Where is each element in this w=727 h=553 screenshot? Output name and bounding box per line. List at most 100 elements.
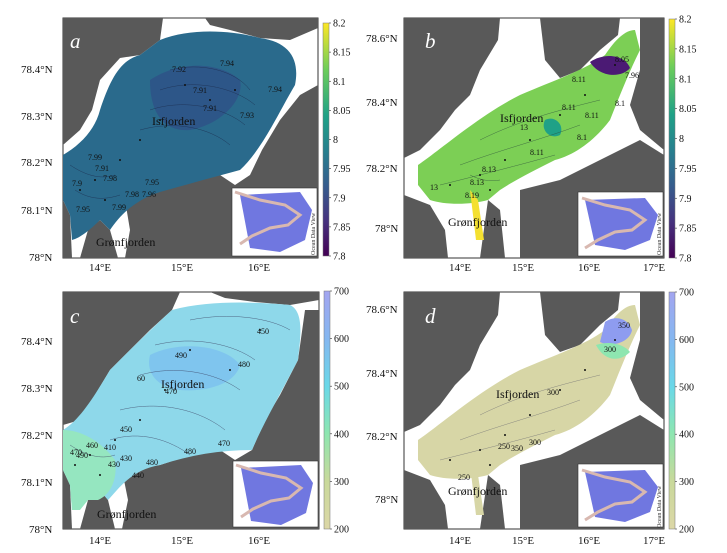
colorbar-tick-label: 7.8 <box>333 252 346 263</box>
panel-a-lon-axis: 14°E 15°E 16°E <box>89 262 270 274</box>
panel-c-lat-tick: 78°N <box>29 524 52 536</box>
panel-a-dark-core <box>150 65 241 131</box>
panel-c-lon-tick: 16°E <box>248 535 270 547</box>
panel-d-lat-tick: 78.2°N <box>366 431 398 443</box>
panel-c-fjord-label: Isfjorden <box>161 377 204 391</box>
contour-label: 350 <box>511 444 523 453</box>
contour-label: 8.05 <box>615 55 629 64</box>
panel-d-letter: d <box>425 304 436 328</box>
contour-label: 7.91 <box>203 104 217 113</box>
panel-c-contours <box>69 316 291 458</box>
panel-c-stations <box>74 329 261 476</box>
colorbar-tick-label: 8.05 <box>333 106 351 117</box>
contour-label: 480 <box>238 360 250 369</box>
panel-d-colorbar-bar <box>668 291 676 530</box>
panel-b-lat-tick: 78.2°N <box>366 163 398 175</box>
colorbar-tick-label: 500 <box>679 382 694 393</box>
panel-d-fjord-label: Isfjorden <box>496 387 539 401</box>
contour-label: 8.11 <box>562 103 576 112</box>
contour-label: 7.94 <box>220 59 234 68</box>
panel-c-lat-tick: 78.1°N <box>21 477 53 489</box>
panel-a-lon-tick: 15°E <box>171 262 193 274</box>
panel-b-watermark: Ocean Data View <box>657 212 663 255</box>
contour-label: 430 <box>120 454 132 463</box>
contour-label: 13 <box>430 183 438 192</box>
colorbar-tick-label: 8.2 <box>333 19 346 30</box>
panel-a-lat-tick: 78°N <box>29 252 52 264</box>
panel-a-letter: a <box>70 29 81 53</box>
panel-b-lat-tick: 78.6°N <box>366 33 398 45</box>
contour-label: 7.98 <box>125 190 139 199</box>
contour-label: 480 <box>184 447 196 456</box>
panel-d-lat-tick: 78.6°N <box>366 304 398 316</box>
panel-b-lat-tick: 78.4°N <box>366 97 398 109</box>
panel-b-lon-tick: 16°E <box>578 262 600 274</box>
contour-label: 8.1 <box>577 133 587 142</box>
panel-c-inset-land <box>241 465 313 525</box>
panel-b-yellow-tongue <box>470 190 484 240</box>
contour-label: 7.96 <box>142 190 156 199</box>
panel-b-sub-label: Grønfjorden <box>448 215 507 229</box>
panel-d-lat-tick: 78.4°N <box>366 368 398 380</box>
contour-label: 250 <box>498 442 510 451</box>
colorbar-tick-label: 7.8 <box>679 254 692 265</box>
colorbar-tick-label: 8.1 <box>333 77 346 88</box>
contour-label: 490 <box>175 351 187 360</box>
colorbar-tick-label: 400 <box>679 430 694 441</box>
panel-a-watermark: Ocean Data View <box>311 212 317 255</box>
colorbar-tick-label: 300 <box>679 477 694 488</box>
panel-c-green-west <box>63 430 116 510</box>
panel-b-letter: b <box>425 29 436 53</box>
contour-label: 8.11 <box>572 75 586 84</box>
panel-c-lat-tick: 78.3°N <box>21 383 53 395</box>
contour-label: 410 <box>104 443 116 452</box>
contour-label: 460 <box>86 441 98 450</box>
panel-a-fjord-label: Isfjorden <box>152 114 195 128</box>
colorbar-tick-label: 8.15 <box>679 44 697 55</box>
panel-d-stations <box>449 339 616 466</box>
panel-b-lon-axis: 14°E 15°E 16°E 17°E <box>449 262 665 274</box>
panel-d-lat-axis: 78°N 78.2°N 78.4°N 78.6°N <box>366 304 398 506</box>
colorbar-tick-label: 400 <box>334 429 349 440</box>
panel-b-lon-tick: 14°E <box>449 262 471 274</box>
panel-d-inset-coast <box>581 468 648 522</box>
colorbar-tick-label: 300 <box>334 477 349 488</box>
contour-label: 470 <box>165 387 177 396</box>
contour-label: 440 <box>132 471 144 480</box>
panel-d-tongue <box>470 465 484 515</box>
panel-b-lon-tick: 15°E <box>512 262 534 274</box>
colorbar-tick-label: 7.9 <box>679 194 692 205</box>
panel-a-lat-tick: 78.2°N <box>21 157 53 169</box>
contour-label: 60 <box>137 374 145 383</box>
contour-label: 13 <box>520 123 528 132</box>
contour-label: 7.99 <box>88 153 102 162</box>
contour-label: 8.11 <box>585 111 599 120</box>
colorbar-tick-label: 600 <box>334 334 349 345</box>
panel-c-letter: c <box>70 304 80 328</box>
contour-label: 300 <box>529 438 541 447</box>
panel-a-stations <box>79 84 236 201</box>
colorbar-tick-label: 7.95 <box>333 164 351 175</box>
panel-d-blue-core <box>600 318 632 345</box>
panel-d-contours <box>439 374 601 461</box>
contour-label: 300 <box>604 345 616 354</box>
colorbar-tick-label: 200 <box>679 525 694 536</box>
contour-label: 8.1 <box>615 99 625 108</box>
panel-b-contour-labels: 8.05 8.11 8.1 8.11 8.11 13 8.11 8.13 8.13 8.19 13 8… <box>430 55 639 200</box>
colorbar-tick-label: 600 <box>679 335 694 346</box>
colorbar-tick-label: 8.2 <box>679 15 692 26</box>
panel-c-lon-tick: 15°E <box>171 535 193 547</box>
panel-c-lat-axis: 78°N 78.1°N 78.2°N 78.3°N 78.4°N <box>21 336 53 536</box>
panel-b-dark-core <box>590 56 630 75</box>
panel-d-watermark: Ocean Data View <box>657 485 663 528</box>
panel-a-lat-tick: 78.1°N <box>21 205 53 217</box>
contour-label: 450 <box>120 425 132 434</box>
colorbar-tick-label: 700 <box>334 287 349 298</box>
panel-b: 8.05 8.11 8.1 8.11 8.11 13 8.11 8.13 8.13 8.19 13 8… <box>366 15 697 275</box>
contour-label: 350 <box>618 321 630 330</box>
panel-c-lon-axis: 14°E 15°E 16°E <box>89 535 270 547</box>
contour-label: 480 <box>146 458 158 467</box>
panel-a-inset-coast <box>234 190 303 246</box>
panel-c-water-fill <box>63 302 301 510</box>
